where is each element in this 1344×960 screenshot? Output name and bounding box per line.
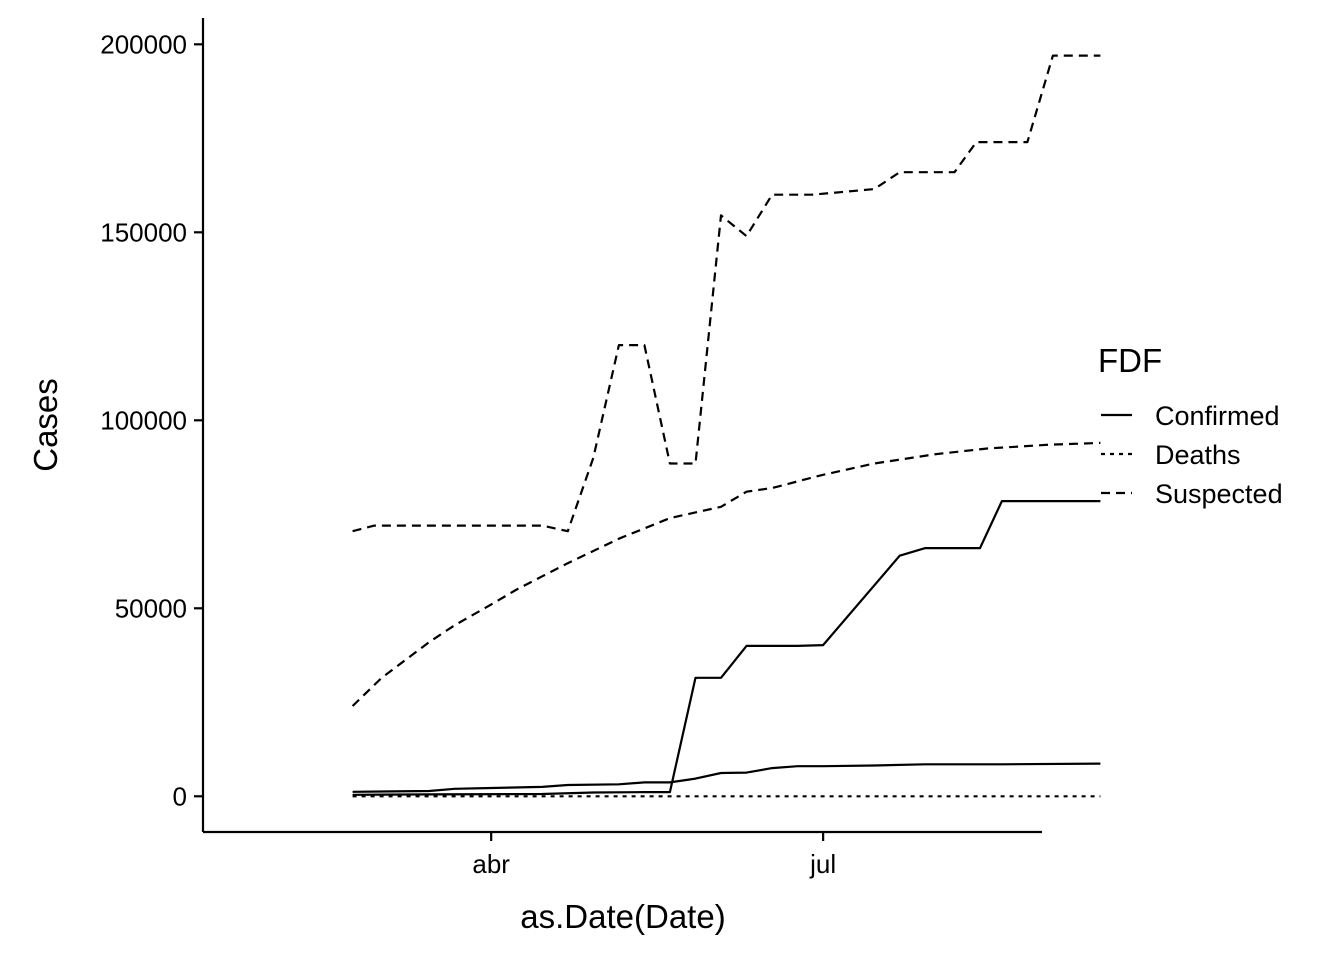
legend: FDF Confirmed Deaths Suspected <box>1098 342 1283 509</box>
plot-lines <box>351 54 1101 798</box>
y-axis-title: Cases <box>27 378 64 472</box>
x-ticks: abr jul <box>472 832 836 879</box>
series-line-confirmed-2 <box>352 500 1101 796</box>
legend-label-suspected: Suspected <box>1155 479 1283 509</box>
y-tick-label: 50000 <box>115 593 187 623</box>
series-line-suspected-0 <box>352 54 1101 533</box>
y-ticks: 0 50000 100000 150000 200000 <box>100 29 203 811</box>
x-tick-label: abr <box>472 849 510 879</box>
y-tick-label: 100000 <box>100 405 187 435</box>
legend-title: FDF <box>1098 342 1162 379</box>
legend-label-confirmed: Confirmed <box>1155 401 1280 431</box>
y-tick-label: 150000 <box>100 217 187 247</box>
legend-entries: Confirmed Deaths Suspected <box>1101 401 1283 509</box>
x-axis-title: as.Date(Date) <box>520 898 725 935</box>
legend-label-deaths: Deaths <box>1155 440 1241 470</box>
y-tick-label: 0 <box>173 781 187 811</box>
series-line-confirmed-3 <box>352 762 1101 793</box>
x-tick-label: jul <box>809 849 836 879</box>
y-tick-label: 200000 <box>100 29 187 59</box>
series-line-suspected-1 <box>351 441 1101 707</box>
